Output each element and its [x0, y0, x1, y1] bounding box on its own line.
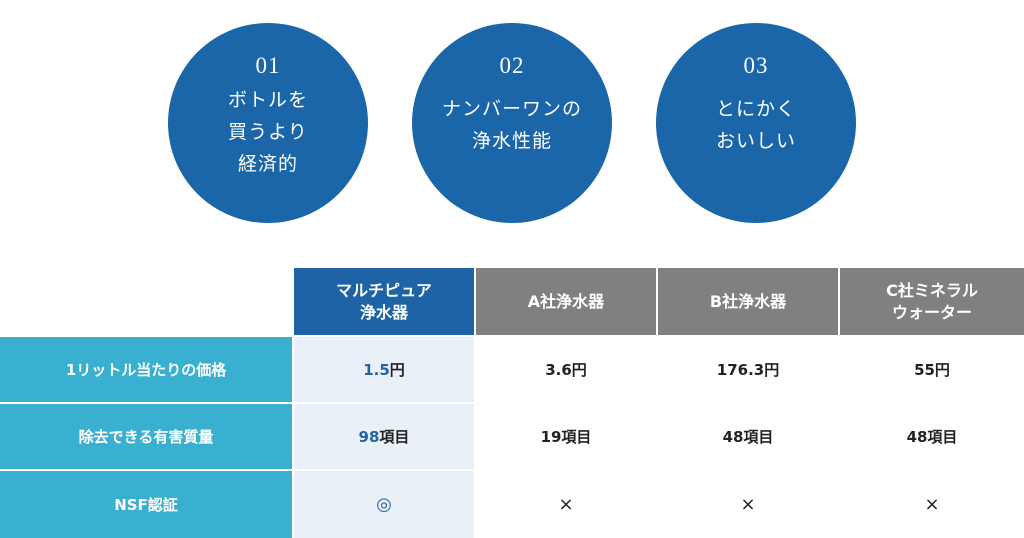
cell-text: 48項目 — [906, 428, 958, 446]
cross-icon: × — [924, 494, 940, 515]
table-cell: 3.6円 — [476, 337, 656, 402]
row-label-price: 1リットル当たりの価格 — [0, 337, 292, 402]
table-cell: 176.3円 — [658, 337, 838, 402]
feature-number: 01 — [255, 53, 281, 78]
cross-icon: × — [558, 494, 574, 515]
table-cell: 48項目 — [658, 404, 838, 469]
feature-text: ナンバーワンの 浄水性能 — [442, 93, 582, 157]
table-cell: 1.5 円 — [294, 337, 474, 402]
header-line: B社浄水器 — [709, 291, 787, 311]
feature-number: 02 — [499, 53, 525, 78]
header-company-a: A社浄水器 — [476, 268, 656, 335]
header-multipure: マルチピュア 浄水器 — [294, 268, 474, 335]
table-cell: 98 項目 — [294, 404, 474, 469]
row-label-nsf: NSF認証 — [0, 471, 292, 538]
double-circle-icon: ◎ — [376, 494, 392, 515]
header-line: 浄水器 — [359, 302, 408, 322]
cell-text: 項目 — [379, 428, 410, 446]
feature-text: ボトルを 買うより 経済的 — [228, 84, 308, 180]
cross-icon: × — [740, 494, 756, 515]
feature-text-line: 浄水性能 — [471, 130, 552, 152]
comparison-table: マルチピュア 浄水器 A社浄水器 B社浄水器 C社ミネラル ウォーター 1リット… — [0, 268, 1024, 538]
header-line: A社浄水器 — [527, 291, 605, 311]
feature-circle-2: 02 ナンバーワンの 浄水性能 — [412, 23, 612, 223]
cell-text: 176.3円 — [716, 361, 780, 379]
feature-text-line: おいしい — [715, 130, 796, 152]
feature-circle-1: 01 ボトルを 買うより 経済的 — [168, 23, 368, 223]
table-cell: ◎ — [294, 471, 474, 538]
feature-text: とにかく おいしい — [716, 93, 796, 157]
cell-text: 55円 — [914, 361, 950, 379]
feature-text-line: とにかく — [715, 98, 796, 120]
feature-text-line: 買うより — [228, 121, 308, 143]
feature-text-line: ボトルを — [227, 89, 308, 111]
header-line: C社ミネラル — [886, 280, 978, 300]
cell-text: 48項目 — [722, 428, 774, 446]
feature-text-line: ナンバーワンの — [441, 98, 582, 120]
cell-highlight: 1.5 — [363, 360, 390, 379]
feature-circle-3: 03 とにかく おいしい — [656, 23, 856, 223]
header-line: ウォーター — [891, 302, 972, 322]
table-cell: × — [658, 471, 838, 538]
row-label-contaminants: 除去できる有害質量 — [0, 404, 292, 469]
feature-number: 03 — [743, 53, 769, 78]
header-company-c: C社ミネラル ウォーター — [840, 268, 1024, 335]
table-cell: 48項目 — [840, 404, 1024, 469]
header-line: マルチピュア — [336, 280, 432, 300]
cell-text: 19項目 — [540, 428, 592, 446]
feature-text-line: 経済的 — [237, 153, 298, 175]
table-cell: 55円 — [840, 337, 1024, 402]
table-cell: × — [476, 471, 656, 538]
table-cell: × — [840, 471, 1024, 538]
table-cell: 19項目 — [476, 404, 656, 469]
cell-text: 円 — [389, 361, 405, 379]
cell-text: 3.6円 — [545, 361, 587, 379]
header-company-b: B社浄水器 — [658, 268, 838, 335]
cell-highlight: 98 — [358, 427, 380, 446]
